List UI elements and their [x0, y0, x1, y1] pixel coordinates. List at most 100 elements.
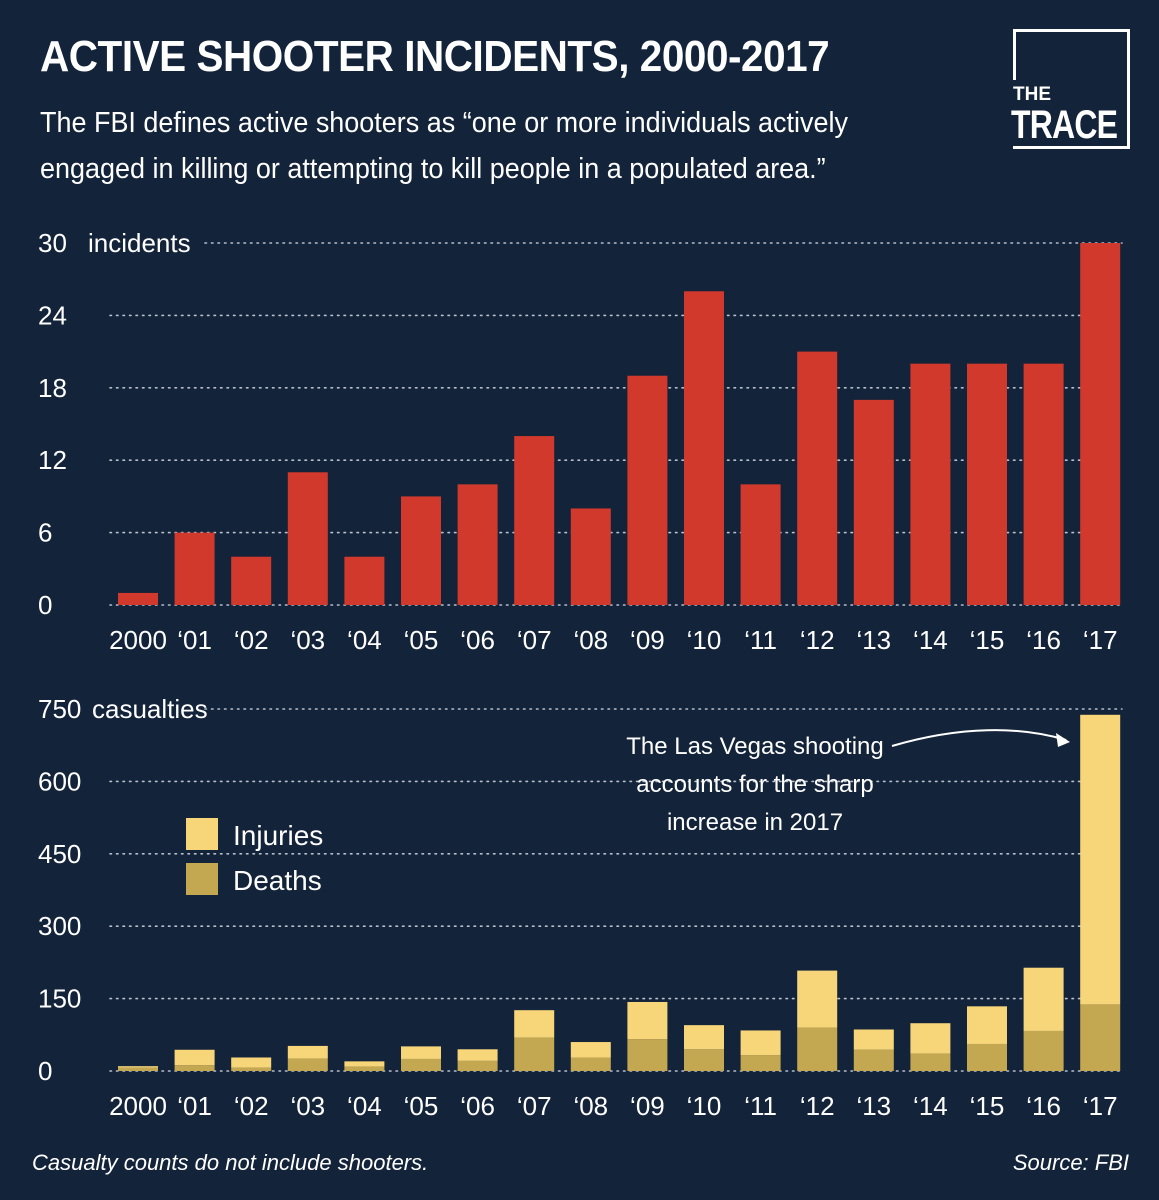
x-tick-label: ‘06	[460, 1091, 495, 1121]
injuries-bar-14	[910, 1023, 951, 1054]
legend-swatch-deaths	[186, 863, 218, 895]
deaths-bar-17	[1080, 1004, 1121, 1071]
deaths-bar-11	[740, 1055, 781, 1071]
x-tick-label: ‘01	[177, 625, 212, 655]
y-tick-label: 18	[38, 373, 67, 403]
x-tick-label: ‘07	[517, 1091, 552, 1121]
incident-bar-2000	[118, 592, 158, 605]
x-tick-label: ‘17	[1083, 1091, 1118, 1121]
deaths-bar-15	[967, 1043, 1007, 1071]
logo-line1: THE	[1013, 84, 1051, 105]
deaths-bar-10	[684, 1049, 724, 1071]
x-tick-label: ‘15	[970, 1091, 1005, 1121]
incident-bar-11	[740, 484, 781, 605]
x-tick-label: ‘02	[234, 1091, 269, 1121]
incident-bar-06	[457, 484, 498, 605]
chart-title: ACTIVE SHOOTER INCIDENTS, 2000-2017	[40, 32, 830, 81]
injuries-bar-07	[514, 1010, 555, 1038]
casualty-note: Casualty counts do not include shooters.	[32, 1150, 429, 1175]
incident-bar-10	[684, 291, 724, 605]
legend-label-deaths: Deaths	[233, 865, 322, 896]
logo-line2: TRACE	[1011, 103, 1118, 147]
annotation-line: The Las Vegas shooting	[626, 733, 884, 760]
x-tick-label: ‘16	[1026, 1091, 1061, 1121]
deaths-bar-05	[401, 1058, 441, 1071]
x-tick-label: ‘16	[1026, 625, 1061, 655]
injuries-bar-09	[627, 1001, 668, 1040]
incident-bar-14	[910, 363, 951, 605]
x-tick-label: ‘06	[460, 625, 495, 655]
legend-label-injuries: Injuries	[233, 820, 323, 851]
x-tick-label: 2000	[109, 625, 167, 655]
y-tick-label: 0	[38, 1056, 52, 1086]
y-tick-label: 450	[38, 839, 81, 869]
incident-bar-08	[570, 508, 611, 605]
deaths-bar-03	[287, 1058, 328, 1071]
x-tick-label: ‘10	[687, 625, 722, 655]
x-tick-label: ‘09	[630, 1091, 665, 1121]
x-tick-label: ‘05	[404, 1091, 439, 1121]
x-tick-label: ‘17	[1083, 625, 1118, 655]
deaths-bar-06	[457, 1060, 498, 1071]
x-tick-label: ‘05	[404, 625, 439, 655]
incident-bar-13	[853, 399, 894, 605]
injuries-bar-10	[684, 1025, 724, 1050]
injuries-bar-17	[1080, 714, 1121, 1005]
x-tick-label: ‘08	[573, 1091, 608, 1121]
deaths-bar-14	[910, 1053, 951, 1071]
deaths-bar-07	[514, 1037, 555, 1071]
incident-bar-04	[344, 556, 385, 605]
x-tick-label: ‘04	[347, 1091, 382, 1121]
chart-subtitle: The FBI defines active shooters as “one …	[40, 107, 848, 185]
annotation-line: accounts for the sharp	[636, 771, 873, 798]
injuries-bar-13	[853, 1029, 894, 1050]
x-tick-label: ‘03	[290, 1091, 325, 1121]
x-tick-label: ‘14	[913, 1091, 948, 1121]
x-tick-label: ‘10	[687, 1091, 722, 1121]
injuries-bar-12	[797, 970, 838, 1028]
injuries-bar-2000	[118, 1066, 158, 1068]
x-tick-label: ‘01	[177, 1091, 212, 1121]
deaths-bar-09	[627, 1039, 668, 1071]
y-axis-unit-label: incidents	[88, 228, 191, 258]
incident-bar-07	[514, 436, 555, 605]
y-tick-label: 300	[38, 911, 81, 941]
deaths-bar-04	[344, 1066, 385, 1071]
y-tick-label: 150	[38, 984, 81, 1014]
the-trace-logo: THE TRACE	[1011, 29, 1133, 149]
x-tick-label: ‘02	[234, 625, 269, 655]
x-tick-label: ‘14	[913, 625, 948, 655]
incident-bar-05	[401, 496, 441, 605]
y-tick-label: 24	[38, 300, 67, 330]
x-tick-label: ‘13	[856, 625, 891, 655]
deaths-bar-13	[853, 1049, 894, 1071]
casualties-chart: 0 150 300 450 600 750 2000 ‘01 ‘02 ‘03 ‘04 ‘05 ‘06 ‘0…	[38, 694, 1123, 1121]
deaths-bar-16	[1023, 1030, 1064, 1071]
injuries-bar-04	[344, 1061, 385, 1067]
y-tick-label: 6	[38, 518, 52, 548]
incident-bar-15	[967, 363, 1007, 605]
y-tick-label: 30	[38, 228, 67, 258]
legend-swatch-injuries	[186, 818, 218, 850]
deaths-bar-02	[231, 1067, 272, 1071]
x-tick-label: ‘15	[970, 625, 1005, 655]
annotation-arrowhead	[1056, 733, 1070, 747]
incident-bar-02	[231, 556, 272, 605]
x-tick-label: ‘12	[800, 625, 835, 655]
injuries-bar-03	[287, 1045, 328, 1059]
injuries-bar-15	[967, 1006, 1007, 1044]
incidents-chart: 0 6 12 18 24 30 2000 ‘01 ‘02 ‘03 ‘04 ‘05 ‘06 ‘07 ‘08 ‘0…	[38, 228, 1123, 655]
x-tick-label: ‘04	[347, 625, 382, 655]
x-tick-label: ‘09	[630, 625, 665, 655]
source-note: Source: FBI	[1012, 1150, 1129, 1175]
logo-frame	[1013, 29, 1130, 149]
y-tick-label: 0	[38, 590, 52, 620]
y-tick-label: 750	[38, 694, 81, 724]
x-tick-label: ‘07	[517, 625, 552, 655]
incident-bar-03	[287, 472, 328, 605]
x-tick-label: ‘08	[573, 625, 608, 655]
x-tick-label: ‘03	[290, 625, 325, 655]
incident-bar-17	[1080, 243, 1121, 605]
deaths-bar-08	[570, 1057, 611, 1071]
